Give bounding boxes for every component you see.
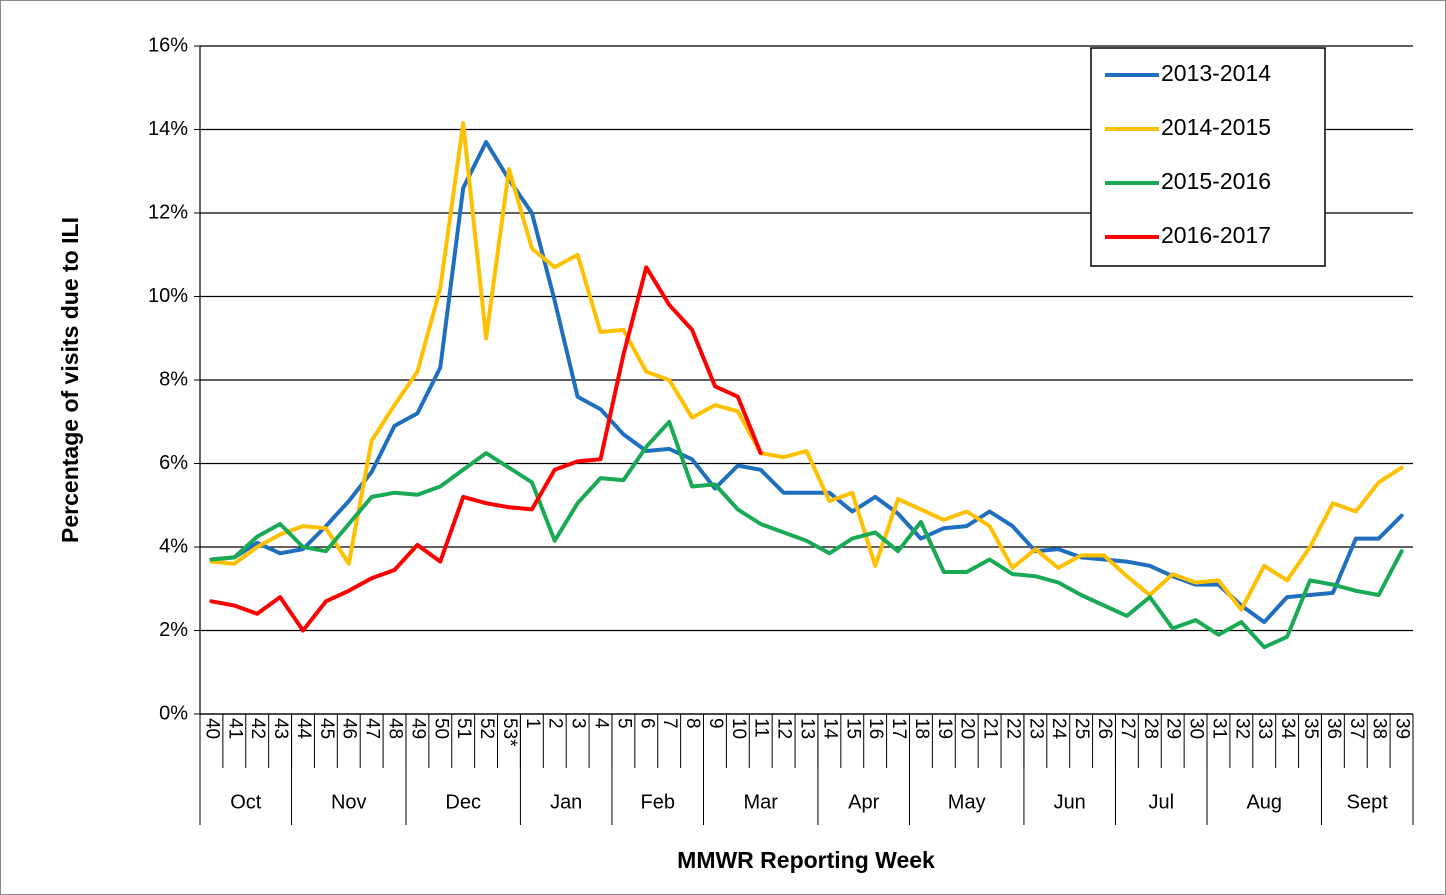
x-tick-label: 22 [1002,718,1023,739]
x-group-label: Aug [1246,791,1282,813]
x-tick-label: 45 [316,718,337,739]
x-tick-label: 12 [774,718,795,739]
x-group-label: Jun [1054,791,1086,813]
series-line [209,419,1404,650]
x-tick-label: 31 [1208,718,1229,739]
x-tick-label: 49 [407,718,428,739]
x-tick-label: 7 [659,718,680,729]
x-tick-label: 27 [1117,718,1138,739]
x-group-label: Feb [641,791,675,813]
x-tick-label: 37 [1346,718,1367,739]
x-tick-label: 16 [865,718,886,739]
x-tick-label: 52 [476,718,497,739]
x-tick-label: 9 [705,718,726,729]
y-tick-label: 14% [148,118,188,140]
x-tick-label: 43 [270,718,291,739]
y-tick-label: 0% [159,702,188,724]
x-tick-label: 19 [934,718,955,739]
x-tick-label: 34 [1277,718,1298,740]
x-tick-label: 50 [430,718,451,739]
x-tick-label: 47 [362,718,383,739]
x-tick-label: 51 [453,718,474,739]
x-tick-label: 4 [591,718,612,729]
x-tick-label: 15 [842,718,863,739]
series-line [209,265,763,633]
x-tick-label: 13 [796,718,817,739]
y-axis-label: Percentage of visits due to ILI [57,217,83,543]
series-line [209,140,1404,625]
series-line [209,121,1404,612]
x-group-label: Mar [743,791,778,813]
x-tick-label: 29 [1163,718,1184,739]
x-tick-label: 28 [1140,718,1161,739]
y-tick-label: 4% [159,535,188,557]
x-group-label: Jul [1148,791,1174,813]
x-tick-label: 11 [751,718,772,738]
x-group-label: May [948,791,986,813]
x-tick-label: 39 [1392,718,1413,739]
x-tick-label: 20 [957,718,978,739]
x-tick-label: 48 [385,718,406,739]
x-tick-label: 5 [613,718,634,729]
y-tick-label: 12% [148,201,188,223]
x-tick-label: 6 [636,718,657,729]
y-tick-label: 2% [159,619,188,641]
x-tick-label: 33 [1254,718,1275,739]
x-tick-label: 40 [201,718,222,739]
x-group-label: Sept [1347,791,1389,813]
x-tick-label: 21 [980,718,1001,739]
x-tick-label: 41 [224,718,245,739]
x-axis-label: MMWR Reporting Week [677,847,935,873]
x-tick-label: 10 [728,718,749,739]
legend-label: 2016-2017 [1161,222,1271,248]
y-tick-label: 8% [159,368,188,390]
x-tick-label: 24 [1048,718,1069,740]
x-tick-label: 3 [568,718,589,729]
x-tick-label: 38 [1369,718,1390,739]
x-tick-label: 35 [1300,718,1321,739]
x-tick-label: 23 [1025,718,1046,739]
y-tick-label: 6% [159,452,188,474]
x-tick-label: 2 [545,718,566,729]
x-tick-label: 30 [1186,718,1207,739]
x-tick-label: 1 [522,718,543,729]
y-tick-label: 16% [148,34,188,56]
x-tick-label: 46 [339,718,360,739]
x-group-label: Nov [331,791,367,813]
x-tick-label: 14 [819,718,840,740]
legend-label: 2013-2014 [1161,60,1271,86]
x-group-label: Dec [445,791,481,813]
x-tick-label: 42 [247,718,268,739]
x-tick-label: 53* [499,718,520,747]
x-tick-label: 36 [1323,718,1344,739]
x-tick-label: 44 [293,718,314,740]
x-tick-label: 18 [911,718,932,739]
x-tick-label: 32 [1231,718,1252,739]
x-tick-label: 8 [682,718,703,729]
legend-box [1090,47,1326,267]
x-group-label: Jan [550,791,582,813]
legend-label: 2014-2015 [1161,114,1271,140]
x-group-label: Apr [848,791,879,813]
x-group-label: Oct [230,791,262,813]
legend-label: 2015-2016 [1161,168,1271,194]
x-tick-label: 25 [1071,718,1092,739]
y-tick-label: 10% [148,285,188,307]
x-tick-label: 26 [1094,718,1115,739]
x-tick-label: 17 [888,718,909,739]
